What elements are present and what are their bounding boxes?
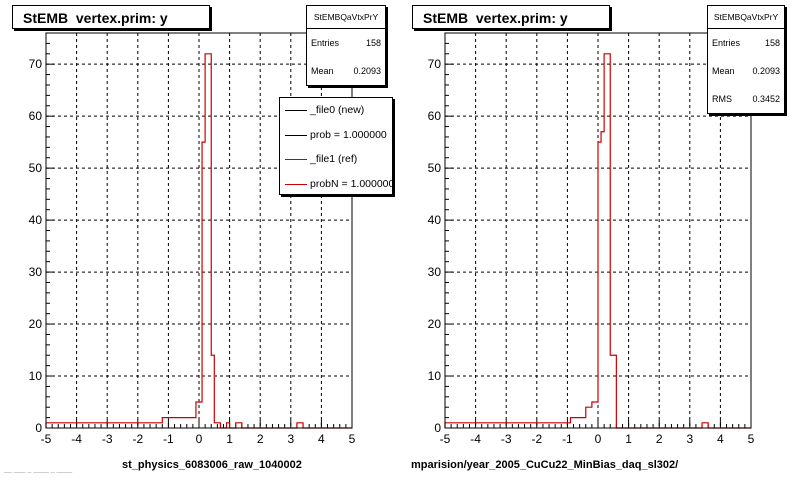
y-tick-label: 20 — [29, 317, 43, 331]
legend-line-black — [285, 110, 307, 111]
x-tick-label: 0 — [196, 432, 203, 446]
right-stats-mean-value: 0.2093 — [752, 66, 780, 76]
y-tick-label: 70 — [29, 57, 43, 71]
right-stats-name: StEMBQaVtxPrY — [708, 6, 784, 29]
right-x-axis-title: mparision/year_2005_CuCu22_MinBias_daq_s… — [411, 459, 679, 471]
histogram-series — [444, 53, 751, 429]
left-x-axis-title: st_physics_6083006_raw_1040002 — [122, 459, 302, 471]
legend-line-red — [285, 183, 307, 185]
right-stats-mean-label: Mean — [712, 66, 735, 76]
x-tick-label: -3 — [501, 432, 512, 446]
x-tick-label: -2 — [531, 432, 542, 446]
x-tick-label: 1 — [226, 432, 233, 446]
legend-line-black — [285, 134, 307, 136]
x-tick-label: 0 — [595, 432, 602, 446]
x-tick-label: -4 — [71, 432, 82, 446]
right-histogram-panel: -5 -4 -3 -2 -1 0 1 2 3 4 5 0 10 20 30 40 50 60 70 StEMB ve… — [400, 0, 800, 480]
y-tick-label: 50 — [428, 161, 442, 175]
y-tick-label: 20 — [428, 317, 442, 331]
y-tick-label: 60 — [428, 109, 442, 123]
right-stats-box: StEMBQaVtxPrY Entries 158 Mean 0.2093 RM… — [707, 5, 785, 114]
left-stats-entries-label: Entries — [311, 38, 340, 48]
legend-entry-probN: probN = 1.000000 — [280, 172, 393, 195]
y-tick-label: 50 — [29, 161, 43, 175]
x-tick-label: 5 — [349, 432, 356, 446]
x-tick-label: -1 — [562, 432, 573, 446]
y-tick-label: 70 — [428, 57, 442, 71]
y-tick-label: 0 — [434, 421, 441, 435]
legend-box: _file0 (new) prob = 1.000000 _file1 (ref… — [279, 97, 393, 195]
right-histogram-title: StEMB vertex.prim: y — [412, 5, 610, 29]
x-tick-label: -5 — [41, 432, 52, 446]
y-tick-label: 0 — [35, 421, 42, 435]
x-tick-label: 5 — [748, 432, 755, 446]
footer-text: __ ___ _ ____ _ ____ — [4, 466, 73, 473]
x-tick-label: -1 — [163, 432, 174, 446]
right-stats-entries-label: Entries — [712, 38, 741, 48]
y-tick-label: 40 — [29, 213, 43, 227]
x-tick-label: 4 — [717, 432, 724, 446]
right-stats-row-entries: Entries 158 — [708, 29, 784, 57]
x-tick-label: -5 — [440, 432, 451, 446]
x-tick-label: -2 — [132, 432, 143, 446]
right-stats-rms-value: 0.3452 — [752, 94, 780, 104]
right-stats-row-mean: Mean 0.2093 — [708, 57, 784, 85]
right-stats-entries-value: 158 — [764, 38, 780, 48]
x-tick-label: 3 — [686, 432, 693, 446]
legend-entry-file0: _file0 (new) — [280, 98, 392, 123]
x-tick-label: 3 — [287, 432, 294, 446]
left-stats-name: StEMBQaVtxPrY — [307, 6, 385, 29]
y-tick-label: 30 — [428, 265, 442, 279]
y-tick-label: 10 — [29, 369, 43, 383]
y-tick-label: 60 — [29, 109, 43, 123]
legend-label-file0: _file0 (new) — [310, 104, 365, 116]
x-tick-label: 1 — [625, 432, 632, 446]
legend-label-probN: probN = 1.000000 — [310, 177, 393, 190]
left-histogram-title: StEMB vertex.prim: y — [12, 5, 210, 29]
left-stats-mean-value: 0.2093 — [353, 66, 381, 76]
left-stats-row-entries: Entries 158 — [307, 29, 385, 57]
left-stats-mean-label: Mean — [311, 66, 334, 76]
x-tick-label: 2 — [656, 432, 663, 446]
plot-frame — [45, 32, 353, 429]
x-tick-label: -4 — [470, 432, 481, 446]
y-tick-label: 10 — [428, 369, 442, 383]
y-tick-label: 40 — [428, 213, 442, 227]
x-tick-label: 2 — [257, 432, 264, 446]
y-tick-label: 30 — [29, 265, 43, 279]
right-stats-rms-label: RMS — [712, 94, 732, 104]
x-tick-label: 4 — [318, 432, 325, 446]
legend-line-red — [285, 159, 307, 160]
left-histogram-panel: -5 -4 -3 -2 -1 0 1 2 3 4 5 0 10 20 30 40 50 60 70 StEMB ve… — [12, 5, 393, 471]
legend-entry-prob: prob = 1.000000 — [280, 123, 392, 148]
plot-area — [46, 33, 352, 428]
left-stats-box: StEMBQaVtxPrY Entries 158 Mean 0.2093 — [306, 5, 386, 86]
legend-label-prob: prob = 1.000000 — [310, 128, 387, 141]
plot-frame — [444, 32, 752, 429]
left-stats-row-mean: Mean 0.2093 — [307, 57, 385, 85]
legend-label-file1: _file1 (ref) — [310, 153, 358, 165]
legend-entry-file1: _file1 (ref) — [280, 147, 392, 172]
x-tick-label: -3 — [102, 432, 113, 446]
right-stats-row-rms: RMS 0.3452 — [708, 85, 784, 113]
left-stats-entries-value: 158 — [365, 38, 381, 48]
